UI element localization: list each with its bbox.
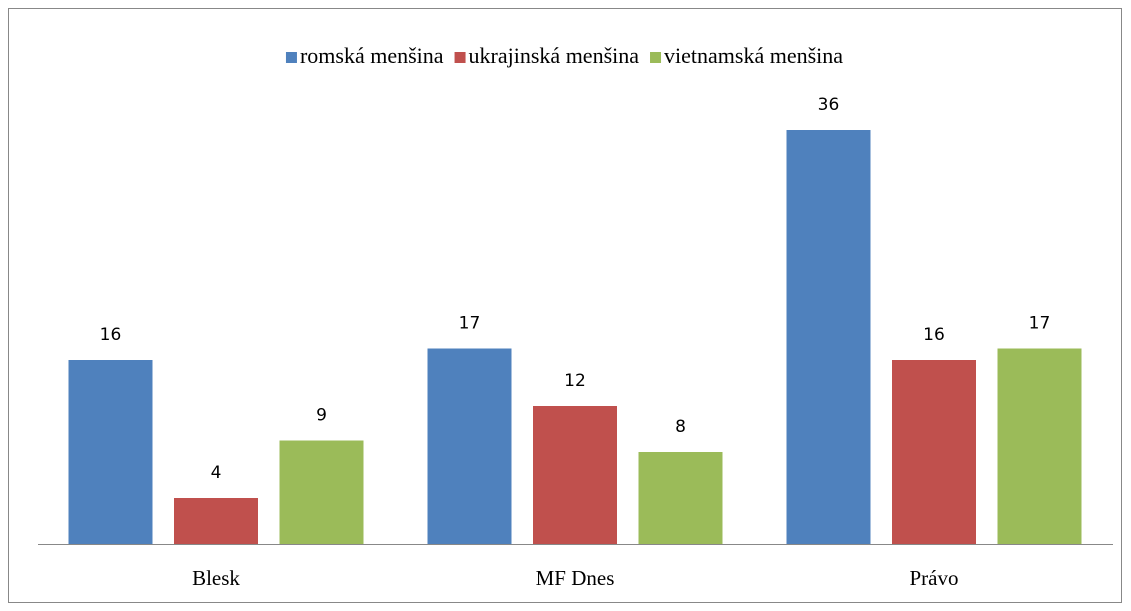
legend-swatch	[454, 52, 466, 63]
x-tick-label: Blesk	[192, 566, 240, 590]
bar	[786, 130, 871, 544]
data-label: 4	[211, 463, 222, 483]
legend-label: romská menšina	[300, 43, 444, 68]
bar	[892, 360, 976, 544]
data-label: 17	[1029, 314, 1051, 334]
legend-label: ukrajinská menšina	[469, 43, 640, 68]
bar	[68, 360, 153, 544]
data-label: 16	[100, 325, 122, 345]
x-tick-label: MF Dnes	[536, 566, 615, 590]
bar	[997, 348, 1082, 544]
data-label: 8	[675, 417, 686, 437]
legend-swatch	[650, 52, 662, 63]
bar	[427, 348, 512, 544]
bar	[174, 498, 258, 544]
data-label: 9	[316, 406, 327, 426]
data-label: 36	[818, 95, 840, 115]
bar	[533, 406, 617, 544]
data-label: 12	[564, 371, 586, 391]
data-label: 17	[459, 314, 481, 334]
data-label: 16	[923, 325, 945, 345]
x-tick-label: Právo	[910, 566, 959, 590]
legend-label: vietnamská menšina	[664, 43, 843, 68]
legend-swatch	[285, 52, 297, 63]
bar	[638, 452, 723, 544]
bar	[279, 440, 364, 544]
